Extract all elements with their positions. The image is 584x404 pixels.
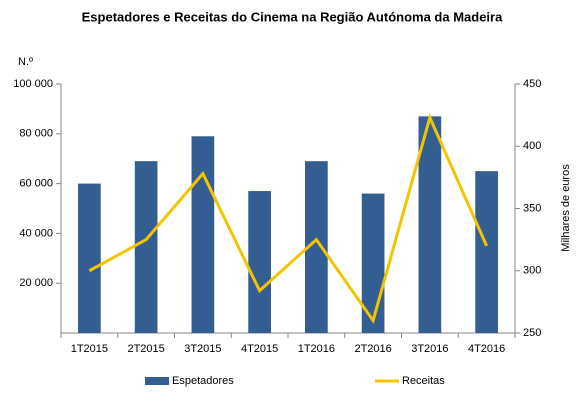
legend-label: Espetadores (172, 375, 234, 387)
x-tick-label: 1T2015 (71, 343, 108, 355)
bar (191, 136, 215, 333)
y2-tick-label: 300 (523, 265, 541, 277)
bar (475, 171, 498, 333)
x-tick-label: 2T2015 (127, 343, 164, 355)
y2-tick-label: 400 (523, 140, 541, 152)
bar (305, 161, 328, 333)
bar (78, 183, 101, 333)
bar (418, 116, 442, 334)
y2-tick-label: 450 (523, 78, 541, 90)
y2-tick-label: 250 (523, 327, 541, 339)
legend-swatch (145, 377, 169, 385)
y-tick-label: 60 000 (19, 178, 53, 190)
bar (361, 193, 385, 333)
x-tick-label: 3T2016 (411, 343, 448, 355)
y-tick-label: 40 000 (19, 227, 53, 239)
y-tick-label: 20 000 (19, 277, 53, 289)
line (88, 113, 488, 325)
chart-title: Espetadores e Receitas do Cinema na Regi… (82, 9, 503, 24)
y-axis-label: N.º (18, 56, 33, 68)
x-tick-label: 1T2016 (298, 343, 335, 355)
x-tick-label: 2T2016 (354, 343, 391, 355)
bar (134, 161, 158, 333)
y2-tick-label: 350 (523, 202, 541, 214)
y-tick-label: 100 000 (13, 78, 53, 90)
y2-axis-label: Milhares de euros (560, 164, 572, 252)
y-tick-label: 80 000 (19, 128, 53, 140)
legend-label: Receitas (402, 375, 445, 387)
bar (248, 191, 271, 333)
x-tick-label: 4T2016 (468, 343, 505, 355)
x-tick-label: 3T2015 (184, 343, 221, 355)
x-tick-label: 4T2015 (241, 343, 278, 355)
